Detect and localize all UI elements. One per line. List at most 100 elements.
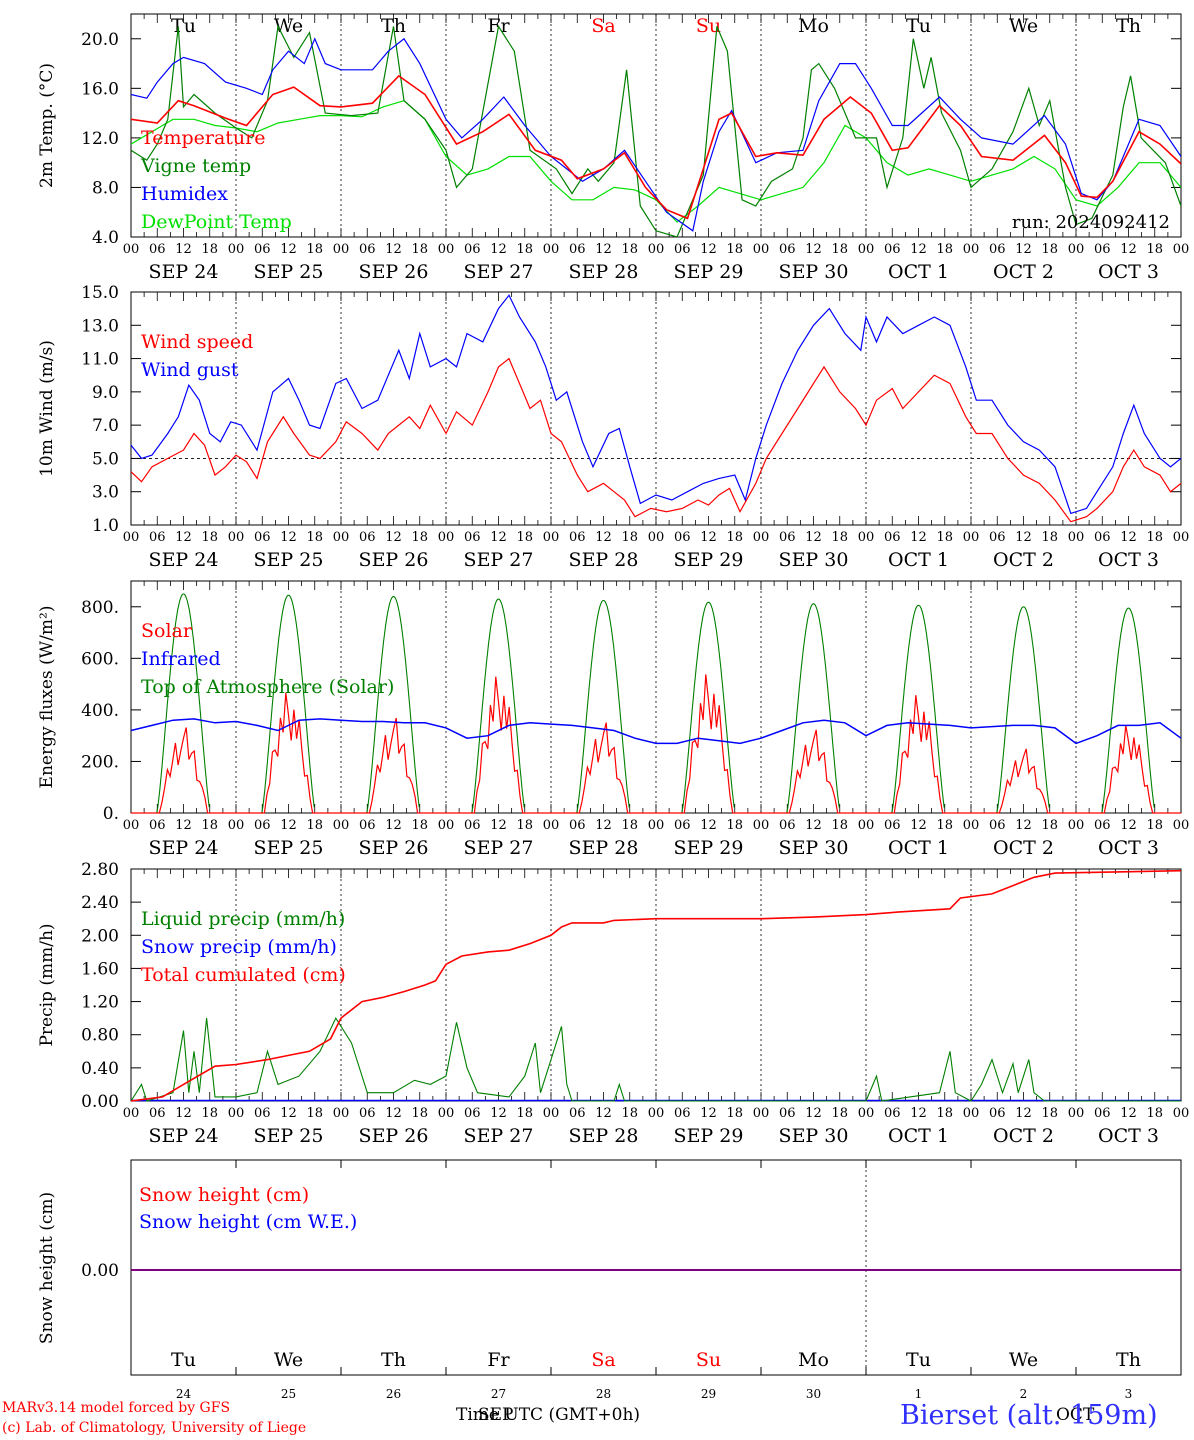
weekday-label: Su bbox=[696, 1349, 721, 1371]
hour-label: 18 bbox=[516, 242, 533, 257]
hour-label: 12 bbox=[595, 530, 612, 545]
series-line-solar bbox=[971, 748, 1076, 814]
hour-label: 06 bbox=[464, 530, 481, 545]
hour-label: 18 bbox=[516, 1106, 533, 1121]
legend-entry: Humidex bbox=[141, 183, 228, 205]
y-tick-label: 15.0 bbox=[81, 283, 119, 303]
hour-label: 00 bbox=[753, 818, 770, 833]
hour-label: 06 bbox=[254, 530, 271, 545]
hour-label: 12 bbox=[385, 1106, 402, 1121]
hour-label: 12 bbox=[280, 818, 297, 833]
y-tick-label: 13.0 bbox=[81, 316, 119, 336]
day-number-label: 26 bbox=[386, 1387, 401, 1401]
date-label: SEP 24 bbox=[149, 837, 219, 859]
y-tick-label: 0.00 bbox=[81, 1092, 119, 1112]
weekday-label: We bbox=[274, 1349, 303, 1371]
series-line-solar bbox=[761, 729, 866, 814]
hour-label: 00 bbox=[963, 818, 980, 833]
date-label: OCT 1 bbox=[888, 837, 949, 859]
series-line-toa-solar bbox=[674, 601, 735, 814]
hour-label: 18 bbox=[726, 242, 743, 257]
hour-label: 00 bbox=[123, 818, 140, 833]
hour-label: 12 bbox=[1120, 530, 1137, 545]
date-label: OCT 2 bbox=[993, 837, 1054, 859]
hour-label: 06 bbox=[1094, 530, 1111, 545]
legend-entry: Wind speed bbox=[141, 331, 253, 353]
series-line-solar bbox=[551, 722, 656, 814]
hour-label: 00 bbox=[438, 242, 455, 257]
date-label: OCT 1 bbox=[888, 261, 949, 283]
hour-label: 12 bbox=[805, 1106, 822, 1121]
date-label: SEP 28 bbox=[569, 837, 639, 859]
hour-label: 12 bbox=[280, 242, 297, 257]
legend-entry: Liquid precip (mm/h) bbox=[141, 908, 345, 930]
hour-label: 06 bbox=[254, 1106, 271, 1121]
hour-label: 00 bbox=[438, 818, 455, 833]
date-label: SEP 24 bbox=[149, 261, 219, 283]
date-label: SEP 25 bbox=[254, 1125, 324, 1147]
date-label: SEP 26 bbox=[359, 261, 429, 283]
weekday-label: Tu bbox=[906, 1349, 931, 1371]
hour-label: 12 bbox=[805, 818, 822, 833]
hour-label: 18 bbox=[306, 242, 323, 257]
hour-label: 06 bbox=[989, 242, 1006, 257]
hour-label: 06 bbox=[569, 1106, 586, 1121]
hour-label: 12 bbox=[595, 242, 612, 257]
legend-entry: Infrared bbox=[141, 648, 221, 670]
date-label: SEP 25 bbox=[254, 261, 324, 283]
day-number-label: 24 bbox=[176, 1387, 192, 1401]
y-tick-label: 2.40 bbox=[81, 893, 119, 913]
series-line-solar bbox=[1076, 725, 1181, 814]
series-line-solar bbox=[341, 717, 446, 814]
hour-label: 06 bbox=[674, 818, 691, 833]
hour-label: 12 bbox=[805, 242, 822, 257]
day-number-label: 25 bbox=[281, 1387, 296, 1401]
hour-label: 18 bbox=[936, 1106, 953, 1121]
hour-label: 18 bbox=[621, 530, 638, 545]
weekday-label: Tu bbox=[171, 15, 196, 37]
date-label: SEP 27 bbox=[464, 837, 534, 859]
hour-label: 18 bbox=[1041, 818, 1058, 833]
hour-label: 18 bbox=[1041, 1106, 1058, 1121]
hour-label: 12 bbox=[595, 818, 612, 833]
y-tick-label: 2.80 bbox=[81, 860, 119, 880]
hour-label: 18 bbox=[1041, 242, 1058, 257]
run-label: run: 2024092412 bbox=[1012, 212, 1170, 233]
hour-label: 00 bbox=[543, 242, 560, 257]
weekday-label: Th bbox=[381, 15, 406, 37]
date-label: SEP 29 bbox=[674, 261, 744, 283]
date-label: OCT 2 bbox=[993, 549, 1054, 571]
station-name: Bierset (alt. 159m) bbox=[900, 1400, 1158, 1431]
hour-label: 00 bbox=[228, 242, 245, 257]
weekday-label: Sa bbox=[591, 15, 615, 37]
hour-label: 12 bbox=[700, 1106, 717, 1121]
date-label: OCT 3 bbox=[1098, 261, 1159, 283]
hour-label: 18 bbox=[831, 818, 848, 833]
hour-label: 18 bbox=[306, 530, 323, 545]
y-axis-label: 10m Wind (m/s) bbox=[37, 340, 57, 477]
series-line-toa-solar bbox=[149, 593, 210, 814]
hour-label: 00 bbox=[858, 1106, 875, 1121]
hour-label: 00 bbox=[543, 530, 560, 545]
hour-label: 00 bbox=[228, 530, 245, 545]
hour-label: 00 bbox=[963, 1106, 980, 1121]
hour-label: 12 bbox=[175, 530, 192, 545]
date-label: SEP 30 bbox=[779, 837, 849, 859]
date-label: SEP 25 bbox=[254, 549, 324, 571]
y-tick-label: 11.0 bbox=[81, 350, 119, 370]
y-tick-label: 2.00 bbox=[81, 926, 119, 946]
hour-label: 00 bbox=[438, 1106, 455, 1121]
hour-label: 18 bbox=[621, 1106, 638, 1121]
month-overlap-label-sep: SEP bbox=[478, 1405, 514, 1425]
date-label: OCT 3 bbox=[1098, 1125, 1159, 1147]
y-tick-label: 1.60 bbox=[81, 959, 119, 979]
hour-label: 06 bbox=[884, 242, 901, 257]
hour-label: 12 bbox=[175, 818, 192, 833]
hour-label: 06 bbox=[149, 1106, 166, 1121]
hour-label: 18 bbox=[411, 242, 428, 257]
weekday-label: Tu bbox=[171, 1349, 196, 1371]
series-line-toa-solar bbox=[464, 598, 525, 814]
hour-label: 06 bbox=[1094, 1106, 1111, 1121]
series-line-liquid bbox=[130, 1016, 1181, 1102]
y-tick-label: 800. bbox=[81, 598, 119, 618]
